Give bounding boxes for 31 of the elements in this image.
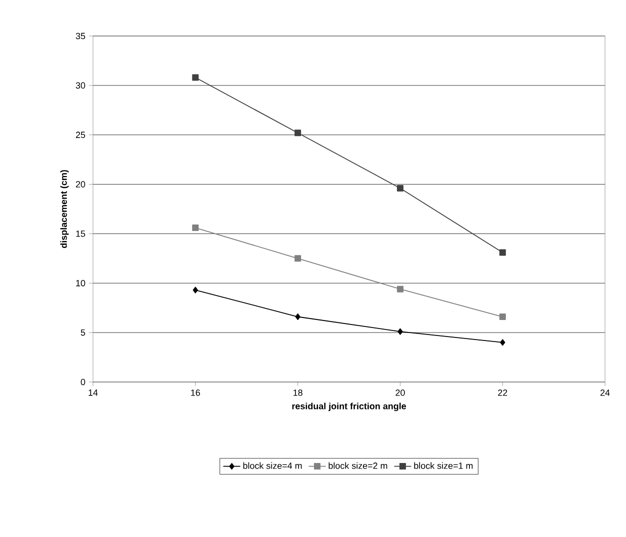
legend-label: block size=4 m xyxy=(243,462,302,469)
x-tick-label: 14 xyxy=(88,390,98,396)
point xyxy=(499,249,506,256)
y-tick-label: 10 xyxy=(76,280,86,286)
point xyxy=(192,74,199,81)
point xyxy=(192,224,199,232)
point xyxy=(192,286,198,294)
y-tick-label: 25 xyxy=(76,132,86,138)
point xyxy=(398,328,403,335)
y-tick-label: 15 xyxy=(76,230,86,237)
point xyxy=(396,286,404,292)
x-tick-label: 24 xyxy=(600,390,610,396)
x-tick-label: 16 xyxy=(191,390,200,396)
y-tick-label: 5 xyxy=(80,329,86,336)
point xyxy=(396,184,404,192)
y-tick-label: 20 xyxy=(76,181,86,188)
x-tick-label: 18 xyxy=(294,390,302,396)
point xyxy=(294,255,302,262)
y-tick-label: 0 xyxy=(80,378,86,386)
y-axis-title: displacement (cm) xyxy=(60,170,69,248)
y-tick-label: 30 xyxy=(76,82,86,89)
legend-label: block size=2 m xyxy=(328,462,388,469)
x-tick-label: 22 xyxy=(498,390,508,396)
y-tick-label: 35 xyxy=(76,32,86,40)
x-axis-title: residual joint friction angle xyxy=(292,402,406,412)
point xyxy=(500,339,506,346)
x-tick-label: 20 xyxy=(396,390,405,396)
legend-label: block size=1 m xyxy=(414,462,473,469)
point xyxy=(294,130,302,136)
point xyxy=(499,314,506,320)
point xyxy=(295,314,300,320)
